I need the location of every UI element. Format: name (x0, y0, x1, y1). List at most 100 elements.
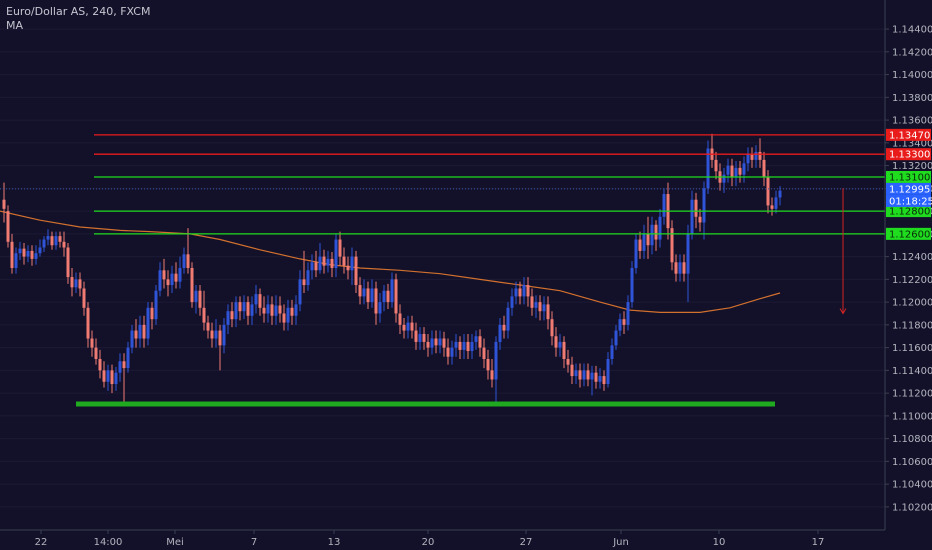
badge-label: 01:18:25 (889, 196, 932, 207)
candle-up (326, 250, 330, 273)
candle-body (14, 253, 18, 268)
candle-body (150, 307, 154, 320)
candle-down (282, 304, 286, 331)
candle-body (42, 239, 46, 248)
candle-down (426, 333, 430, 357)
candle-down (102, 361, 106, 388)
candle-up (754, 145, 758, 168)
support-zone[interactable] (76, 401, 775, 407)
candle-up (450, 340, 454, 365)
candle-body (714, 159, 718, 172)
candle-up (706, 140, 710, 195)
candle-body (438, 338, 442, 346)
candle-body (422, 333, 426, 342)
candle-up (194, 285, 198, 314)
candle-body (82, 288, 86, 308)
candle-down (190, 262, 194, 308)
candle-body (474, 336, 478, 342)
grid (0, 28, 885, 508)
candle-body (346, 265, 350, 271)
candle-body (678, 262, 682, 274)
candle-up (158, 262, 162, 297)
candle-body (314, 262, 318, 271)
candle-body (198, 290, 202, 308)
badge-bg (886, 170, 931, 183)
candle-body (262, 307, 266, 314)
candle-body (662, 194, 666, 217)
candle-down (594, 365, 598, 389)
candle-body (286, 307, 290, 323)
candle-body (490, 370, 494, 380)
candle-up (542, 296, 546, 321)
candle-up (430, 330, 434, 355)
price-tick-label: 1.10800 (892, 434, 932, 445)
candle-body (206, 322, 210, 331)
candle-body (90, 338, 94, 348)
candle-body (62, 241, 66, 248)
candle-down (86, 302, 90, 348)
candle-body (542, 304, 546, 312)
candle-down (98, 349, 102, 379)
candle-body (530, 296, 534, 308)
candle-body (358, 285, 362, 297)
candle-body (94, 347, 98, 359)
candle-body (406, 322, 410, 331)
candle-down (366, 281, 370, 309)
candle-down (750, 147, 754, 168)
candle-up (234, 296, 238, 328)
ma-path (0, 210, 781, 313)
candle-body (646, 233, 650, 246)
candle-body (746, 154, 750, 164)
candle-body (178, 267, 182, 282)
candle-body (258, 294, 262, 308)
candle-up (686, 224, 690, 303)
candle-body (10, 241, 14, 268)
horizontal-levels[interactable] (94, 134, 885, 235)
candle-body (74, 279, 78, 288)
candle-body (322, 256, 326, 266)
candle-body (522, 285, 526, 297)
badge-label: 1.12800 (889, 207, 930, 218)
candle-body (338, 239, 342, 257)
candle-body (278, 305, 282, 314)
candle-body (242, 302, 246, 312)
candle-body (726, 165, 730, 175)
badge-label: 1.12600 (889, 229, 930, 240)
candle-up (438, 330, 442, 354)
candle-up (362, 279, 366, 305)
down-arrow[interactable] (839, 188, 847, 315)
time-axis[interactable]: 22 14:00 Mei 7 13 20 27 Jun 10 17 (0, 529, 885, 548)
price-tick-label: 1.13200 (892, 161, 932, 172)
badge-bg (886, 205, 931, 218)
candle-down (670, 220, 674, 271)
candle-down (82, 281, 86, 316)
candle-down (434, 330, 438, 354)
price-tick-label: 1.13800 (892, 93, 932, 104)
candle-up (106, 364, 110, 391)
candle-up (522, 277, 526, 305)
candle-body (114, 372, 118, 385)
badge-bg (886, 128, 931, 141)
candle-body (158, 270, 162, 291)
candle-down (174, 262, 178, 289)
candle-body (730, 165, 734, 177)
candle-body (582, 370, 586, 380)
candle-body (578, 370, 582, 380)
candle-body (354, 256, 358, 286)
candle-body (306, 270, 310, 286)
candle-body (654, 224, 658, 240)
candle-down (346, 256, 350, 280)
candle-down (586, 363, 590, 387)
indicator-ma-label: MA (6, 19, 24, 32)
candle-body (650, 224, 654, 246)
candle-down (638, 231, 642, 259)
candle-down (530, 288, 534, 316)
candle-up (182, 247, 186, 274)
candle-body (642, 233, 646, 251)
candle-body (334, 239, 338, 268)
candle-body (202, 307, 206, 323)
candle-body (98, 358, 102, 371)
candle-down (246, 296, 250, 325)
